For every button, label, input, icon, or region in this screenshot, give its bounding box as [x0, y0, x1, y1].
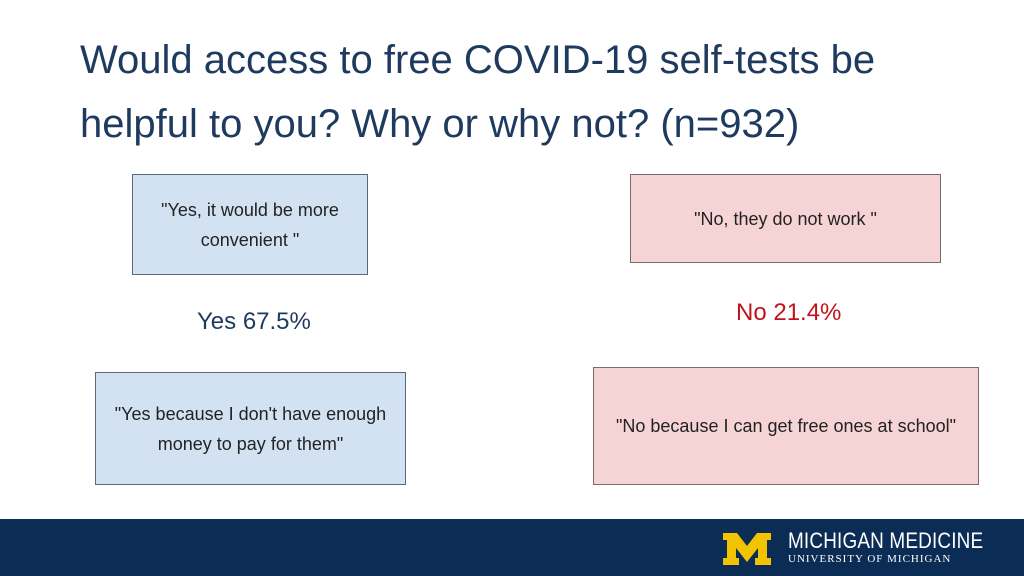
quote-box-yes-convenient: "Yes, it would be more convenient "	[132, 174, 368, 275]
quote-box-no-dont-work: "No, they do not work "	[630, 174, 941, 263]
quote-text: "Yes, it would be more convenient "	[161, 199, 339, 250]
brand-subtitle: UNIVERSITY OF MICHIGAN	[788, 553, 952, 565]
quote-box-no-school: "No because I can get free ones at schoo…	[593, 367, 979, 485]
brand-name: MICHIGAN MEDICINE	[788, 528, 984, 553]
quote-text: "No, they do not work "	[694, 208, 877, 229]
brand-wordmark: MICHIGAN MEDICINE UNIVERSITY OF MICHIGAN	[788, 529, 1015, 566]
quote-box-yes-money: "Yes because I don't have enough money t…	[95, 372, 406, 485]
quote-text: "No because I can get free ones at schoo…	[616, 416, 956, 436]
quote-text: "Yes because I don't have enough money t…	[114, 403, 387, 454]
footer-bar: MICHIGAN MEDICINE UNIVERSITY OF MICHIGAN	[0, 519, 1024, 576]
no-percentage: No 21.4%	[736, 299, 842, 326]
slide-title: Would access to free COVID-19 self-tests…	[80, 38, 876, 146]
yes-percentage: Yes 67.5%	[197, 308, 311, 335]
block-m-logo-icon	[723, 533, 771, 565]
